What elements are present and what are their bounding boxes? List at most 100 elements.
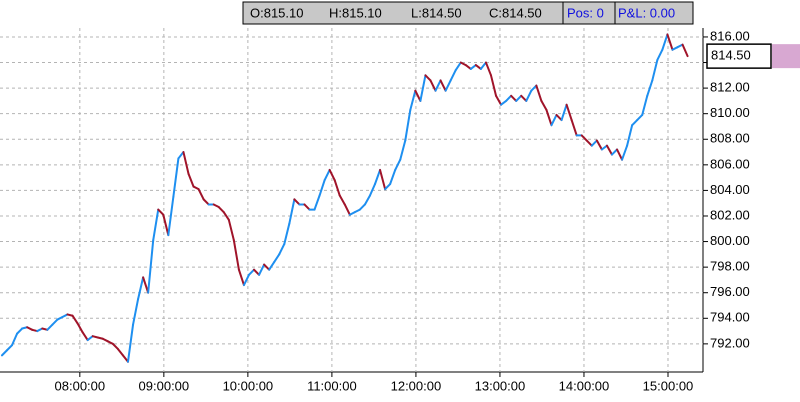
y-tick-label: 812.00 [710,80,750,95]
price-segment [86,335,94,342]
price-segment [626,124,634,147]
price-segment [384,183,392,191]
price-segment [560,103,568,122]
current-price-box [706,43,772,69]
price-segment [293,198,301,206]
price-segment [565,103,573,122]
y-tick-label: 800.00 [710,233,750,248]
price-segment [610,148,619,156]
price-segment [172,157,180,198]
price-segment [479,61,487,70]
price-segment [424,74,432,82]
price-segment [278,243,286,256]
y-tick-label: 806.00 [710,156,750,171]
price-segment [525,89,533,102]
price-segment [202,198,210,206]
price-segment [585,139,593,147]
price-segment [111,342,119,350]
price-segment [474,64,482,70]
price-segment [147,239,155,294]
price-segment [666,33,674,51]
price-segment [595,139,603,151]
price-segment [419,74,427,102]
price-segment [535,84,543,102]
price-segment [621,144,629,161]
price-segment [152,208,160,242]
price-segment [132,298,140,326]
y-tick-label: 794.00 [710,310,750,325]
price-segment [656,48,664,61]
position: Pos: 0 [567,5,604,20]
price-segment [51,318,59,326]
price-segment [515,94,523,102]
x-tick-label: 14:00:00 [559,378,610,393]
price-segment [268,261,276,271]
price-segment [182,151,190,175]
y-tick-label: 810.00 [710,105,750,120]
price-segment [469,64,477,70]
price-segment [646,79,654,97]
price-segment [323,168,331,182]
price-segment [283,222,291,246]
price-segment [363,194,371,206]
price-segment [570,119,578,137]
price-segment [590,139,598,147]
price-segment [374,168,382,186]
price-segment [484,61,492,77]
y-tick-label: 804.00 [710,182,750,197]
price-segment [404,108,412,142]
price-segment [76,322,84,334]
price-segment [137,276,145,301]
price-segment [449,69,457,82]
x-tick-label: 13:00:00 [475,378,526,393]
price-segment [651,58,659,82]
price-segment [6,344,14,352]
price-segment [46,323,54,331]
price-segment [641,94,649,116]
price-segment [605,144,613,156]
price-segment [16,327,24,335]
price-segment [333,179,341,197]
price-segment [389,168,397,186]
price-segment [661,33,669,51]
price-segment [616,148,624,161]
ohlc-open: O:815.10 [250,5,304,20]
price-segment [242,273,250,287]
price-segment [495,94,503,106]
y-tick-label: 808.00 [710,131,750,146]
price-segment [177,151,185,160]
price-segment [162,213,170,237]
price-segment [258,263,266,276]
y-tick-label: 798.00 [710,259,750,274]
ohlc-close: C:814.50 [489,5,542,20]
price-segment [318,179,326,197]
price-segment [222,211,230,221]
price-segment [358,203,366,211]
pnl-box [614,1,694,25]
price-segment [338,194,346,206]
price-segment [167,195,175,237]
price-segment [253,268,261,276]
ohlc-low: L:814.50 [411,5,462,20]
price-segment [464,64,472,70]
price-segment [510,94,518,102]
price-segment [197,188,205,201]
price-segment [580,134,588,142]
price-segment [681,43,689,58]
price-segment [71,314,79,325]
x-tick-label: 12:00:00 [391,378,442,393]
y-tick-label: 802.00 [710,207,750,222]
price-segment [232,239,240,271]
x-tick-label: 08:00:00 [55,378,106,393]
y-tick-label: 816.00 [710,28,750,43]
price-segment [505,94,513,102]
price-segment [530,84,538,92]
price-segment [545,108,553,127]
price-segment [328,168,336,182]
x-tick-label: 10:00:00 [223,378,274,393]
price-segment [313,194,321,211]
x-tick-label: 09:00:00 [139,378,190,393]
price-segment [343,203,351,216]
price-segment [444,79,452,92]
